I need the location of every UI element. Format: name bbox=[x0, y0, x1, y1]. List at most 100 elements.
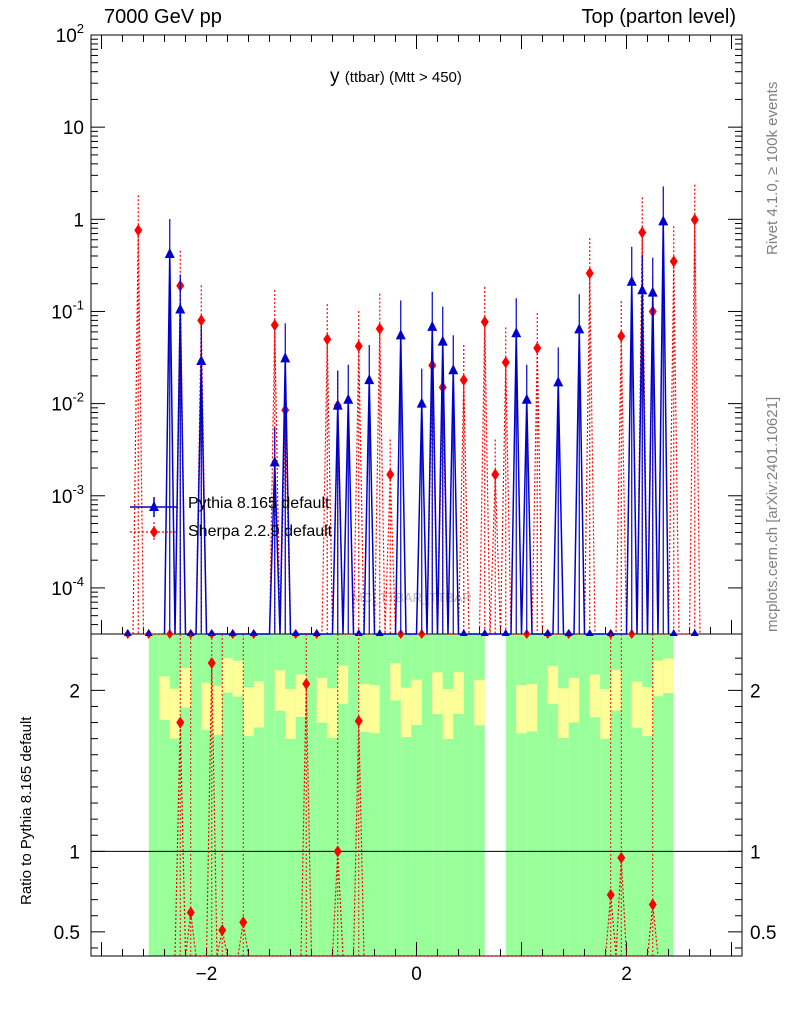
ratio-band-outer bbox=[222, 658, 233, 693]
ratio-y-tick-label-right: 0.5 bbox=[750, 923, 776, 944]
pythia-marker bbox=[364, 374, 375, 385]
ratio-band-inner bbox=[463, 634, 475, 956]
ratio-band-outer bbox=[295, 674, 307, 717]
legend bbox=[130, 497, 178, 542]
ratio-band-inner bbox=[337, 634, 349, 956]
pythia-floor-marker bbox=[690, 629, 699, 636]
ratio-band-inner bbox=[232, 634, 244, 956]
ratio-band-inner bbox=[516, 634, 527, 956]
ratio-band-outer bbox=[526, 683, 538, 732]
ratio-band-outer bbox=[516, 685, 527, 734]
main-y-tick-label: 1 bbox=[73, 210, 84, 231]
pythia-marker bbox=[427, 320, 438, 331]
pythia-floor-marker bbox=[585, 629, 594, 636]
ratio-band-inner bbox=[432, 634, 443, 956]
pythia-floor-marker bbox=[606, 629, 615, 636]
pythia-floor-marker bbox=[480, 629, 489, 636]
ratio-band-inner bbox=[642, 634, 653, 956]
ratio-band-inner bbox=[547, 634, 559, 956]
ratio-band-inner bbox=[400, 634, 412, 956]
ratio-band-outer bbox=[652, 660, 664, 697]
x-tick-label: −2 bbox=[196, 964, 218, 985]
ratio-band-outer bbox=[243, 687, 254, 737]
ratio-band-outer bbox=[180, 667, 191, 708]
ratio-band-inner bbox=[190, 634, 202, 956]
pythia-marker bbox=[553, 376, 564, 387]
ratio-band-inner bbox=[274, 634, 286, 956]
ratio-band-outer bbox=[610, 670, 622, 711]
ratio-band-inner bbox=[442, 634, 454, 956]
ratio-sherpa-marker bbox=[354, 714, 363, 727]
ratio-band-inner bbox=[306, 634, 317, 956]
ratio-band-outer bbox=[558, 688, 569, 738]
ratio-band-inner bbox=[222, 634, 233, 956]
ratio-band-inner bbox=[558, 634, 569, 956]
pythia-marker bbox=[175, 303, 186, 314]
ratio-band-outer bbox=[274, 670, 286, 711]
sherpa-marker bbox=[690, 213, 699, 226]
ratio-band-inner bbox=[264, 634, 275, 956]
ratio-band-outer bbox=[327, 688, 338, 738]
ratio-band-inner bbox=[526, 634, 538, 956]
pythia-marker bbox=[269, 456, 280, 467]
main-y-tick-label: 10-1 bbox=[51, 297, 84, 323]
ratio-band-inner bbox=[663, 634, 674, 956]
sherpa-marker bbox=[134, 224, 143, 237]
ratio-band-inner bbox=[379, 634, 391, 956]
ratio-sherpa-marker bbox=[207, 656, 216, 669]
pythia-marker bbox=[626, 275, 637, 286]
ratio-band-inner bbox=[589, 634, 601, 956]
sherpa-marker bbox=[669, 255, 678, 268]
pythia-marker bbox=[280, 352, 291, 363]
pythia-marker bbox=[343, 393, 354, 404]
legend-pythia-marker bbox=[149, 501, 159, 511]
pythia-floor-marker bbox=[207, 629, 216, 636]
ratio-band-outer bbox=[453, 672, 464, 714]
ratio-band-inner bbox=[453, 634, 464, 956]
main-y-tick-label: 10-2 bbox=[51, 390, 84, 416]
pythia-floor-marker bbox=[249, 629, 258, 636]
pythia-floor-marker bbox=[312, 629, 321, 636]
plot-title-main: y bbox=[330, 66, 340, 87]
sherpa-marker bbox=[354, 340, 363, 353]
legend-sherpa-label: Sherpa 2.2.9 default bbox=[188, 523, 333, 540]
ratio-sherpa-marker bbox=[186, 906, 195, 919]
pythia-marker bbox=[395, 329, 406, 340]
ratio-band-inner bbox=[369, 634, 380, 956]
ratio-band-inner bbox=[253, 634, 265, 956]
main-y-axis-ticks bbox=[91, 34, 742, 626]
ratio-band-inner bbox=[610, 634, 622, 956]
pythia-floor-marker bbox=[291, 629, 300, 636]
ratio-sherpa-marker bbox=[648, 898, 657, 911]
ratio-band-inner bbox=[421, 634, 433, 956]
legend-pythia-label: Pythia 8.165 default bbox=[188, 495, 330, 512]
header-energy-label: 7000 GeV pp bbox=[104, 6, 222, 28]
ratio-band-outer bbox=[631, 681, 643, 728]
ratio-band-inner bbox=[180, 634, 191, 956]
ratio-band-outer bbox=[390, 663, 401, 701]
main-y-tick-label: 10 bbox=[63, 118, 84, 139]
ratio-band-inner bbox=[285, 634, 296, 956]
ratio-band-inner bbox=[474, 634, 485, 956]
plot-title-sub: (ttbar) (Mtt > 450) bbox=[344, 69, 462, 86]
pythia-marker bbox=[437, 335, 448, 346]
main-y-tick-label: 10-3 bbox=[51, 482, 84, 508]
ratio-y-tick-label-right: 1 bbox=[750, 842, 761, 863]
pythia-floor-marker bbox=[459, 629, 468, 636]
sherpa-marker bbox=[323, 333, 332, 346]
ratio-y-axis-ticks: 0.5 0.5 1 1 2 2 bbox=[54, 657, 776, 949]
ratio-band-inner bbox=[600, 634, 611, 956]
ratio-sherpa-marker bbox=[606, 888, 615, 901]
ratio-band-inner bbox=[621, 634, 632, 956]
ratio-band-inner bbox=[652, 634, 664, 956]
ratio-band-outer bbox=[253, 681, 265, 728]
ratio-band-outer bbox=[337, 665, 349, 704]
pythia-floor-marker bbox=[123, 629, 132, 636]
ratio-band-inner bbox=[505, 634, 517, 956]
pythia-floor-marker bbox=[186, 629, 195, 636]
sherpa-line bbox=[132, 219, 701, 635]
ratio-sherpa-marker bbox=[302, 677, 311, 690]
main-y-tick-labels: 10-4 10-3 10-2 10-1 1 10 102 bbox=[51, 21, 84, 600]
sherpa-marker bbox=[375, 322, 384, 335]
